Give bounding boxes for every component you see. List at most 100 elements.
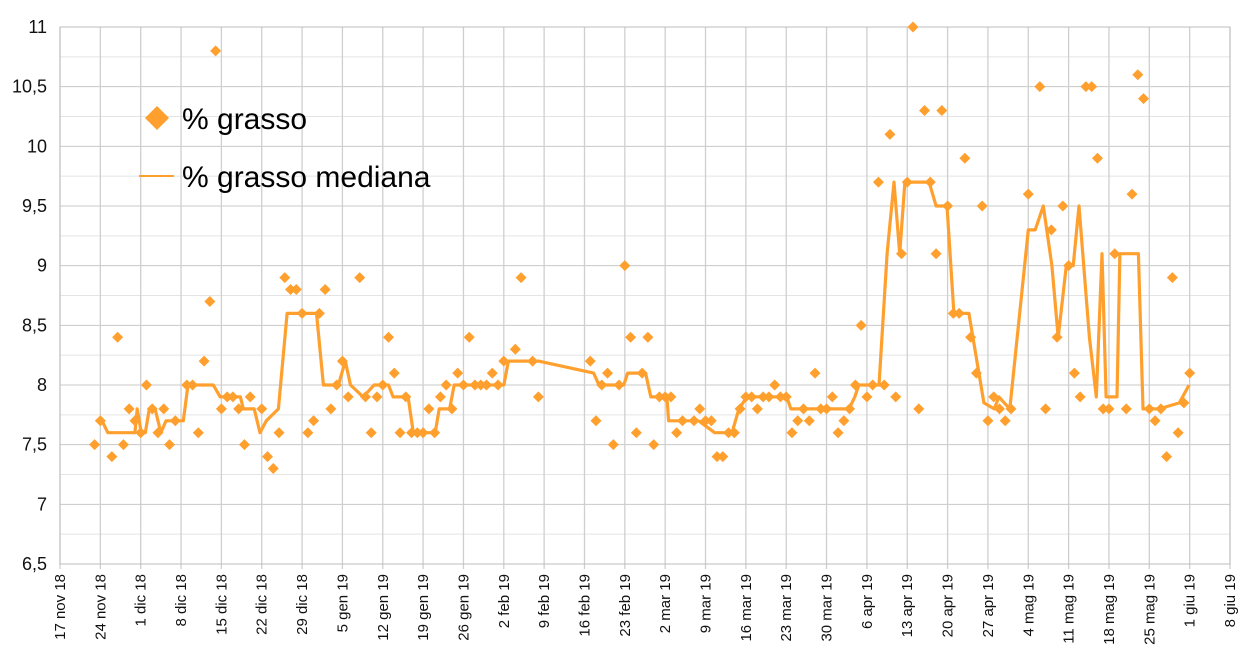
y-tick-label: 7 <box>37 494 47 514</box>
data-point <box>256 403 268 415</box>
data-point <box>140 379 152 391</box>
y-tick-label: 6,5 <box>22 554 47 574</box>
data-point <box>106 451 118 463</box>
data-point <box>89 439 101 451</box>
data-point <box>469 379 481 391</box>
data-point <box>169 415 181 427</box>
data-point <box>227 391 239 403</box>
data-point <box>498 355 510 367</box>
x-tick-label: 16 mar 19 <box>738 574 755 642</box>
data-point <box>728 427 740 439</box>
data-point <box>746 391 758 403</box>
data-point <box>434 391 446 403</box>
data-point <box>1178 397 1190 409</box>
y-tick-label: 8,5 <box>22 315 47 335</box>
data-point <box>1097 403 1109 415</box>
data-point <box>452 367 464 379</box>
data-point <box>757 391 769 403</box>
data-point <box>440 379 452 391</box>
data-point <box>602 367 614 379</box>
y-tick-label: 9 <box>37 256 47 276</box>
data-point <box>878 379 890 391</box>
data-point <box>1040 403 1052 415</box>
data-point <box>198 355 210 367</box>
data-point <box>797 403 809 415</box>
x-tick-label: 1 giu 19 <box>1182 574 1199 627</box>
x-tick-label: 15 dic 18 <box>213 574 230 635</box>
data-point <box>308 415 320 427</box>
data-point <box>982 415 994 427</box>
x-axis: 17 nov 18 24 nov 18 1 dic 18 8 dic 18 15 dic… <box>52 574 1239 645</box>
y-tick-label: 7,5 <box>22 435 47 455</box>
data-point <box>942 200 954 212</box>
data-point <box>388 367 400 379</box>
data-point <box>1155 403 1167 415</box>
y-tick-label: 8 <box>37 375 47 395</box>
data-point <box>383 331 395 343</box>
data-point <box>429 427 441 439</box>
data-point <box>400 391 412 403</box>
data-point <box>936 105 948 117</box>
data-point <box>532 391 544 403</box>
data-point <box>210 45 222 57</box>
data-point <box>740 391 752 403</box>
x-tick-label: 22 dic 18 <box>254 574 271 635</box>
data-point <box>780 391 792 403</box>
data-point <box>999 415 1011 427</box>
x-tick-label: 4 mag 19 <box>1020 574 1037 637</box>
data-point <box>94 415 106 427</box>
data-point <box>803 415 815 427</box>
x-tick-label: 20 apr 19 <box>940 574 957 637</box>
data-point <box>786 427 798 439</box>
x-tick-label: 25 mag 19 <box>1141 574 1158 645</box>
data-point <box>959 152 971 164</box>
data-point <box>1057 200 1069 212</box>
data-point <box>244 391 256 403</box>
data-point <box>625 331 637 343</box>
data-point <box>867 379 879 391</box>
data-point <box>509 343 521 355</box>
data-point <box>302 427 314 439</box>
data-point <box>705 415 717 427</box>
data-point <box>215 403 227 415</box>
x-tick-label: 19 gen 19 <box>415 574 432 641</box>
data-point <box>267 463 279 475</box>
x-tick-label: 17 nov 18 <box>52 574 69 640</box>
data-point <box>821 403 833 415</box>
data-point <box>659 391 671 403</box>
x-tick-label: 23 feb 19 <box>617 574 634 637</box>
data-point <box>630 427 642 439</box>
data-point <box>849 379 861 391</box>
data-point <box>815 403 827 415</box>
median-line-series <box>100 180 1191 435</box>
data-point <box>1103 403 1115 415</box>
scatter-series <box>89 21 1196 475</box>
data-point <box>354 272 366 284</box>
data-point <box>261 451 273 463</box>
data-point <box>700 415 712 427</box>
data-point <box>1068 367 1080 379</box>
data-point <box>406 427 418 439</box>
data-point <box>515 272 527 284</box>
plot-border <box>59 26 1231 565</box>
data-point <box>947 307 959 319</box>
data-point <box>181 379 193 391</box>
x-tick-label: 9 mar 19 <box>698 574 715 633</box>
data-point <box>596 379 608 391</box>
y-tick-label: 9,5 <box>22 196 47 216</box>
x-tick-label: 12 gen 19 <box>375 574 392 641</box>
data-point <box>1086 81 1098 93</box>
data-point <box>192 427 204 439</box>
data-point <box>1109 248 1121 260</box>
data-point <box>642 331 654 343</box>
y-tick-label: 10,5 <box>12 77 47 97</box>
data-point <box>313 307 325 319</box>
data-point <box>774 391 786 403</box>
data-point <box>359 391 371 403</box>
data-point <box>1126 188 1138 200</box>
data-point <box>826 391 838 403</box>
data-point <box>394 427 406 439</box>
data-point <box>965 331 977 343</box>
data-point <box>1161 451 1173 463</box>
data-point <box>1034 81 1046 93</box>
